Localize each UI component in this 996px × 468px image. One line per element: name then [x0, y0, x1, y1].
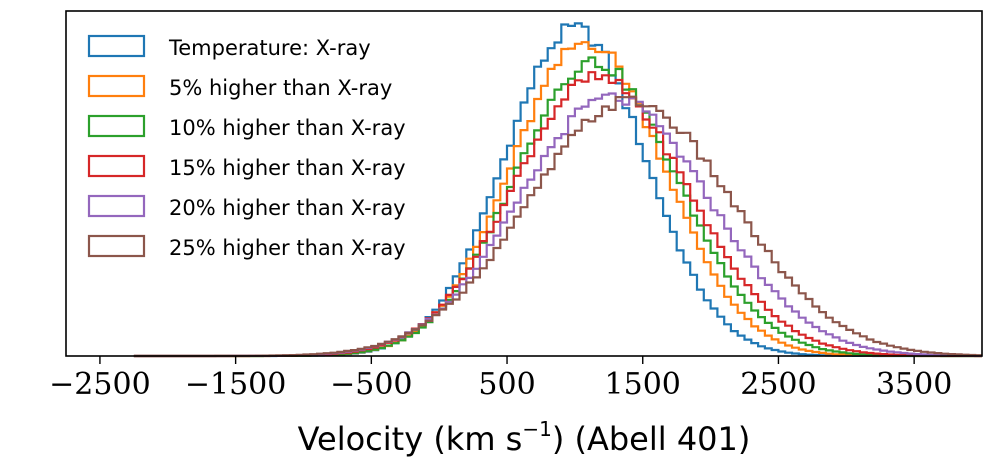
legend-label: Temperature: X-ray	[168, 36, 371, 60]
x-tick-label: −1500	[185, 367, 286, 402]
plot-frame	[65, 10, 983, 357]
legend-label: 25% higher than X-ray	[169, 236, 406, 260]
x-tick-label: 3500	[876, 367, 952, 402]
legend-label: 20% higher than X-ray	[169, 196, 406, 220]
legend-swatch	[87, 114, 146, 138]
series-layer	[133, 22, 982, 358]
legend-label: 15% higher than X-ray	[169, 156, 406, 180]
legend-swatch	[87, 234, 146, 258]
histogram-series-1	[133, 22, 982, 358]
x-axis-title-main: Velocity (km s	[298, 420, 523, 458]
histogram-series-6	[133, 95, 982, 358]
x-tick-label: 500	[478, 367, 535, 402]
legend-label: 5% higher than X-ray	[169, 76, 392, 100]
legend-label: 10% higher than X-ray	[169, 116, 406, 140]
legend-swatch	[87, 34, 146, 58]
x-axis-title: Velocity (km s−1) (Abell 401)	[298, 417, 751, 458]
x-axis-title-suffix: ) (Abell 401)	[552, 420, 751, 458]
x-tick-label: −500	[330, 367, 412, 402]
legend: Temperature: X-ray 5% higher than X-ray 10…	[87, 34, 406, 260]
x-tick-label: 2500	[740, 367, 816, 402]
x-axis-ticks: −2500 −1500 −500 500 1500 2500 3500	[49, 356, 952, 402]
x-tick-label: 1500	[605, 367, 681, 402]
legend-swatch	[87, 154, 146, 178]
x-axis-title-exponent: −1	[522, 417, 551, 441]
legend-swatch	[87, 194, 146, 218]
legend-swatch	[87, 74, 146, 98]
x-tick-label: −2500	[49, 367, 150, 402]
